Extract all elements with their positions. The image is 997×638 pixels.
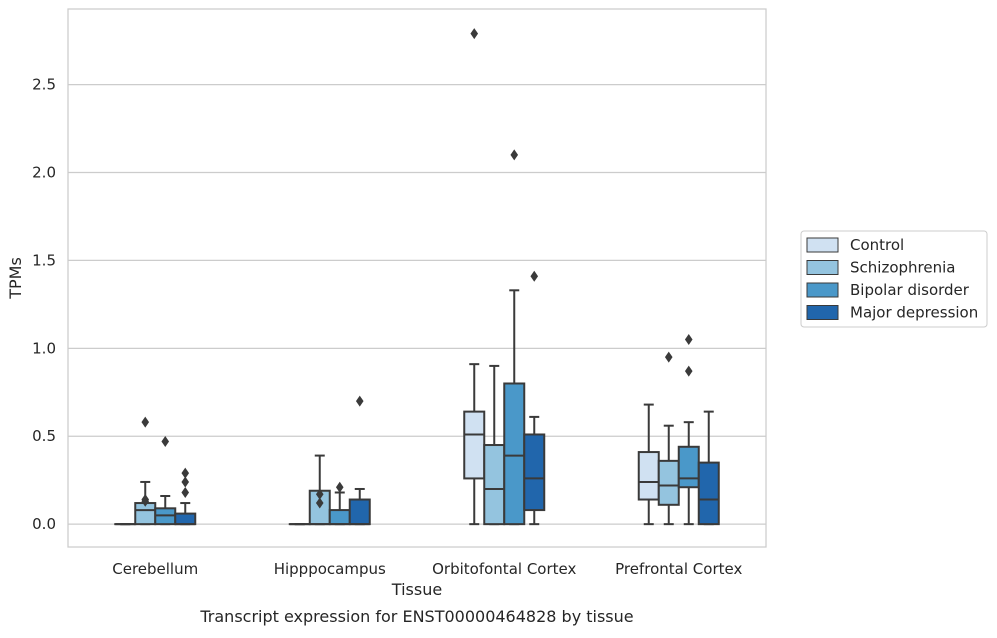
legend-label: Schizophrenia	[850, 259, 955, 277]
outlier-point	[685, 334, 693, 345]
box-body	[484, 445, 504, 524]
x-tick-label: Cerebellum	[112, 560, 198, 578]
box-body	[524, 434, 544, 510]
box-major-depression	[699, 412, 719, 525]
outlier-point	[161, 436, 169, 447]
box-bipolar-disorder	[504, 149, 524, 524]
box-schizophrenia	[310, 456, 330, 525]
box-schizophrenia	[659, 352, 679, 525]
box-schizophrenia	[135, 417, 155, 524]
y-tick-label: 0.0	[32, 515, 56, 533]
box-body	[504, 383, 524, 524]
x-tick-label: Prefrontal Cortex	[615, 560, 742, 578]
box-body	[699, 463, 719, 525]
outlier-point	[530, 271, 538, 282]
gridlines	[68, 85, 766, 525]
box-bipolar-disorder	[155, 436, 175, 524]
legend-label: Major depression	[850, 304, 978, 322]
legend-label: Control	[850, 236, 904, 254]
legend-swatch	[807, 283, 838, 297]
box-body	[175, 514, 195, 525]
legend-swatch	[807, 261, 838, 275]
outlier-point	[181, 476, 189, 487]
legend-label: Bipolar disorder	[850, 281, 970, 299]
outlier-point	[336, 482, 344, 493]
y-tick-label: 2.0	[32, 164, 56, 182]
box-body	[659, 461, 679, 505]
box-bipolar-disorder	[330, 482, 350, 524]
x-tick-label: Orbitofontal Cortex	[432, 560, 576, 578]
box-body	[350, 500, 370, 525]
y-tick-label: 2.5	[32, 76, 56, 94]
legend: Control Schizophrenia Bipolar disorder Majo…	[801, 231, 987, 327]
box-body	[679, 447, 699, 487]
box-series	[115, 28, 719, 524]
box-body	[464, 412, 484, 479]
box-control	[464, 28, 484, 524]
y-tick-label: 1.5	[32, 251, 56, 269]
box-body	[330, 510, 350, 524]
x-tick-label: Hipppocampus	[274, 560, 386, 578]
box-schizophrenia	[484, 366, 504, 524]
outlier-point	[141, 417, 149, 428]
y-axis-label: TPMs	[6, 257, 25, 300]
box-major-depression	[524, 271, 544, 524]
outlier-point	[685, 366, 693, 377]
y-tick-label: 1.0	[32, 339, 56, 357]
outlier-point	[181, 487, 189, 498]
legend-swatch	[807, 238, 838, 252]
chart-caption: Transcript expression for ENST0000046482…	[199, 607, 633, 626]
box-bipolar-disorder	[679, 334, 699, 524]
outlier-point	[665, 352, 673, 363]
outlier-point	[356, 396, 364, 407]
box-major-depression	[175, 468, 195, 524]
x-axis-ticks: Cerebellum Hipppocampus Orbitofontal Corte…	[112, 560, 742, 578]
x-axis-label: Tissue	[391, 580, 442, 599]
box-major-depression	[350, 396, 370, 525]
box-body	[639, 452, 659, 499]
legend-swatch	[807, 306, 838, 320]
y-axis-ticks: 0.0 0.5 1.0 1.5 2.0 2.5	[32, 76, 56, 534]
outlier-point	[510, 149, 518, 160]
outlier-point	[470, 28, 478, 39]
y-tick-label: 0.5	[32, 427, 56, 445]
box-control	[639, 405, 659, 525]
